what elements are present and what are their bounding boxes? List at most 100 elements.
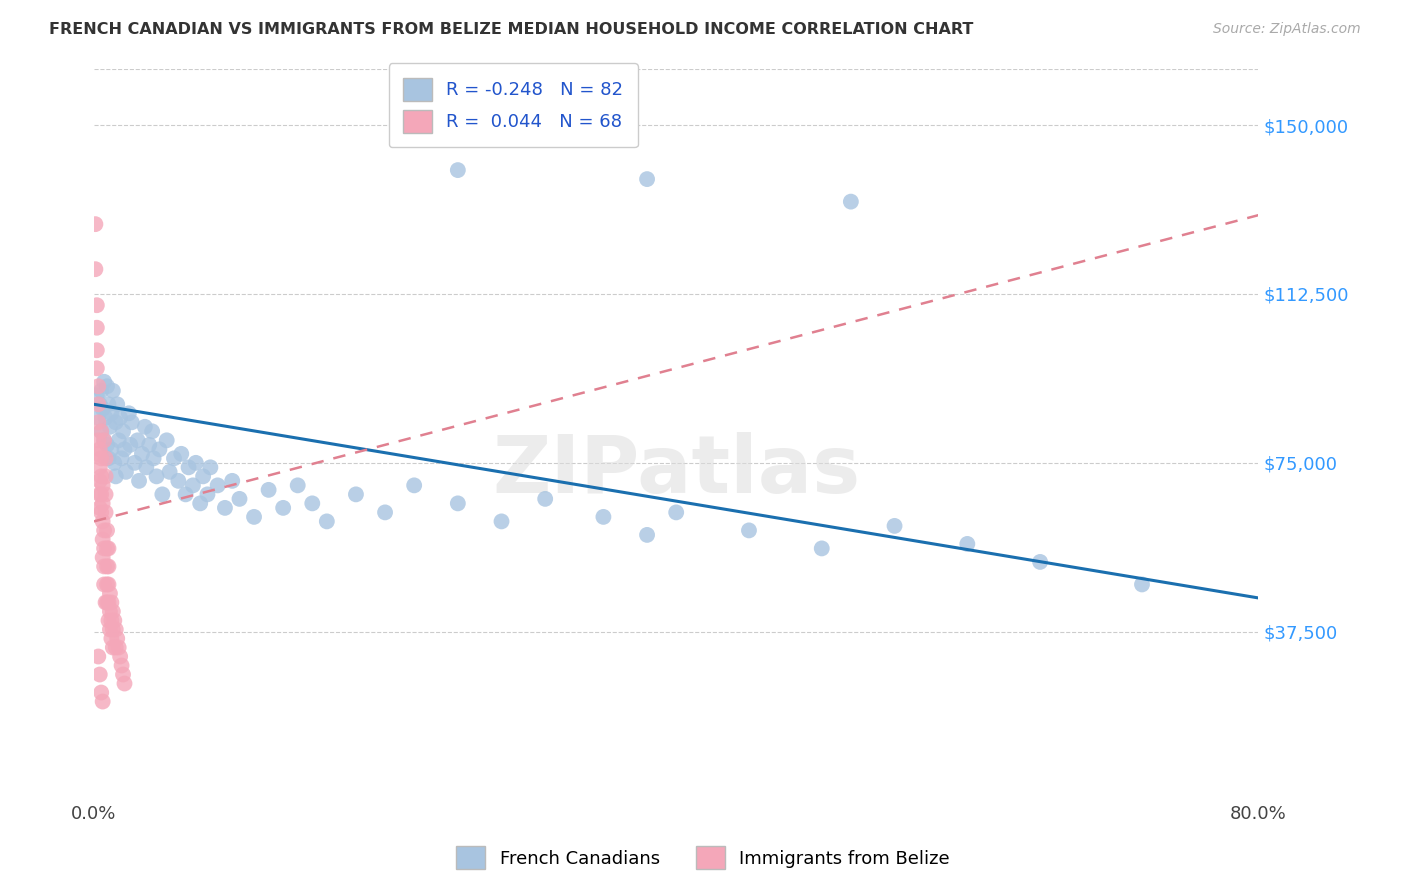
Point (94, 595, 117, 609)
Text: Source: ZipAtlas.com: Source: ZipAtlas.com (1213, 22, 1361, 37)
Point (636, 172, 658, 186)
Point (90, 384, 112, 398)
Point (98, 419, 121, 434)
Point (447, 496, 470, 510)
Legend: French Canadians, Immigrants from Belize: French Canadians, Immigrants from Belize (447, 838, 959, 879)
Point (97, 614, 120, 628)
Point (96, 577, 118, 591)
Point (96, 379, 118, 393)
Point (94, 505, 117, 519)
Point (534, 491, 557, 506)
Point (100, 632, 122, 646)
Point (181, 478, 204, 492)
Point (1130, 577, 1153, 591)
Point (150, 487, 173, 501)
Point (104, 623, 127, 637)
Point (115, 465, 138, 479)
Point (98, 586, 121, 600)
Point (97, 595, 120, 609)
Point (404, 478, 426, 492)
Point (110, 451, 132, 466)
Point (636, 528, 658, 542)
Point (191, 469, 214, 483)
Point (93, 577, 115, 591)
Point (90, 505, 112, 519)
Point (94, 487, 117, 501)
Point (1029, 555, 1052, 569)
Point (86, 343, 108, 358)
Point (107, 434, 129, 448)
Point (110, 658, 132, 673)
Point (90, 425, 112, 439)
Point (374, 505, 396, 519)
Point (159, 465, 181, 479)
Point (257, 483, 280, 497)
Point (177, 460, 200, 475)
Point (188, 496, 211, 510)
Point (96, 559, 118, 574)
Point (105, 397, 128, 411)
Point (97, 451, 120, 466)
Point (104, 415, 127, 429)
Point (98, 604, 121, 618)
Point (315, 515, 337, 529)
Point (665, 505, 688, 519)
Point (87, 397, 110, 411)
Point (100, 595, 122, 609)
Point (101, 384, 124, 398)
Point (207, 478, 229, 492)
Point (148, 442, 170, 457)
Point (87, 415, 110, 429)
Point (839, 194, 862, 209)
Point (103, 614, 125, 628)
Point (156, 434, 179, 448)
Point (89, 442, 111, 457)
Point (118, 406, 141, 420)
Point (883, 519, 905, 533)
Point (84, 217, 107, 231)
Point (114, 442, 136, 457)
Point (96, 438, 118, 452)
Point (228, 491, 250, 506)
Point (301, 496, 323, 510)
Point (344, 487, 367, 501)
Point (447, 163, 470, 178)
Point (91, 694, 114, 708)
Point (89, 397, 111, 411)
Point (96, 541, 118, 556)
Point (91, 401, 114, 416)
Point (128, 474, 150, 488)
Point (97, 577, 120, 591)
Point (93, 434, 115, 448)
Point (108, 410, 131, 425)
Point (90, 685, 112, 699)
Point (141, 425, 163, 439)
Point (91, 496, 114, 510)
Point (108, 649, 131, 664)
Point (121, 415, 143, 429)
Point (197, 487, 219, 501)
Point (592, 509, 614, 524)
Point (87, 434, 110, 448)
Point (89, 500, 111, 515)
Point (184, 456, 207, 470)
Point (131, 447, 153, 461)
Text: FRENCH CANADIAN VS IMMIGRANTS FROM BELIZE MEDIAN HOUSEHOLD INCOME CORRELATION CH: FRENCH CANADIAN VS IMMIGRANTS FROM BELIZ… (49, 22, 973, 37)
Point (100, 442, 122, 457)
Point (810, 541, 832, 556)
Point (84, 262, 107, 277)
Point (214, 500, 236, 515)
Point (90, 451, 112, 466)
Point (90, 425, 112, 439)
Point (98, 623, 121, 637)
Point (100, 406, 122, 420)
Point (93, 524, 115, 538)
Point (167, 474, 190, 488)
Point (96, 595, 118, 609)
Point (134, 419, 156, 434)
Point (91, 533, 114, 547)
Point (221, 474, 243, 488)
Point (89, 667, 111, 681)
Point (89, 460, 111, 475)
Point (91, 478, 114, 492)
